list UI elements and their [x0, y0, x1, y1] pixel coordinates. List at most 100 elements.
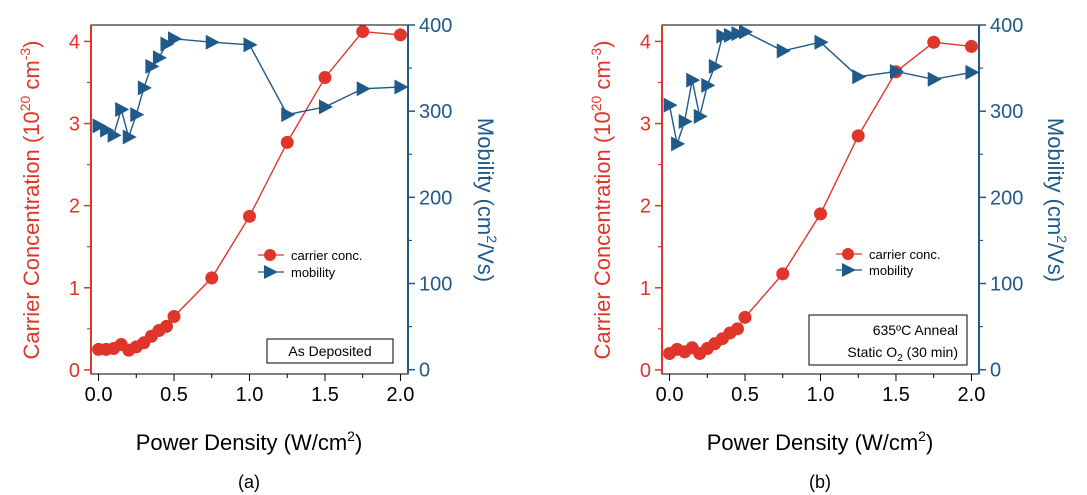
legend-mobility-marker	[842, 263, 856, 277]
legend-carrier-label: carrier conc.	[869, 247, 941, 262]
mobility-point	[701, 77, 716, 93]
right-tick-label: 0	[419, 360, 430, 382]
x-axis-title: Power Density (W/cm2)	[707, 428, 934, 455]
x-tick-label: 1.5	[882, 384, 910, 406]
x-axis-ticks: 0.0 0.5 1.0 1.5 2.0	[85, 374, 415, 406]
carrier-point	[851, 129, 865, 143]
series-layer	[92, 25, 409, 357]
panel-b: 0.0 0.5 1.0 1.5 2.0 0 1 2 3 4 0 100 200 300 400 carr…	[588, 15, 1070, 492]
mobility-point	[152, 50, 167, 66]
mobility-point	[243, 37, 258, 53]
x-axis-title: Power Density (W/cm2)	[136, 428, 363, 455]
carrier-series-line	[669, 41, 972, 355]
right-axis-ticks: 0 100 200 300 400	[979, 15, 1023, 382]
x-tick-label: 2.0	[958, 384, 986, 406]
legend: carrier conc. mobility	[836, 247, 941, 278]
x-tick-label: 0.5	[731, 384, 759, 406]
mobility-point	[356, 81, 371, 97]
left-axis-ticks: 0 1 2 3 4	[69, 31, 91, 382]
left-tick-label: 3	[640, 114, 651, 136]
mobility-point	[115, 101, 130, 117]
mobility-point	[776, 43, 791, 59]
mobility-point	[100, 122, 115, 138]
mobility-point	[318, 99, 333, 115]
legend-carrier-marker	[842, 248, 854, 260]
x-axis-ticks: 0.0 0.5 1.0 1.5 2.0	[656, 374, 986, 406]
carrier-point	[280, 135, 294, 149]
right-axis-ticks: 0 100 200 300 400	[408, 15, 452, 382]
mobility-point	[137, 80, 152, 96]
mobility-point	[168, 31, 183, 47]
mobility-point	[716, 28, 731, 44]
legend-mobility-marker	[264, 265, 278, 279]
mobility-point	[394, 79, 409, 95]
panel-a: 0.0 0.5 1.0 1.5 2.0 0 1 2 3 4 0 100 200 300 400 carr…	[17, 15, 500, 492]
right-tick-label: 400	[419, 15, 452, 37]
mobility-point	[965, 64, 980, 80]
left-tick-label: 4	[640, 31, 651, 53]
left-axis-title: Carrier Concentration (1020 cm-3)	[588, 40, 615, 359]
right-tick-label: 300	[419, 101, 452, 123]
right-tick-label: 400	[990, 15, 1023, 37]
left-tick-label: 1	[69, 278, 80, 300]
mobility-point	[145, 58, 160, 74]
carrier-point	[964, 39, 978, 53]
right-tick-label: 100	[990, 274, 1023, 296]
mobility-point	[693, 108, 708, 124]
mobility-point	[852, 69, 867, 85]
carrier-point	[318, 71, 332, 85]
annotation-text: As Deposited	[288, 343, 371, 359]
right-tick-label: 0	[990, 360, 1001, 382]
mobility-point	[678, 114, 693, 130]
right-axis-title: Mobility (cm2/Vs)	[1043, 118, 1070, 282]
mobility-point	[205, 34, 220, 50]
left-tick-label: 4	[69, 31, 80, 53]
annotation-line-2: Static O2 (30 min)	[847, 344, 958, 364]
mobility-point	[281, 107, 296, 123]
left-tick-label: 0	[640, 360, 651, 382]
carrier-point	[927, 35, 941, 49]
x-tick-label: 1.0	[807, 384, 835, 406]
x-tick-label: 0.5	[160, 384, 188, 406]
left-tick-label: 0	[69, 360, 80, 382]
mobility-point	[671, 136, 686, 152]
mobility-point	[107, 127, 122, 143]
mobility-point	[708, 58, 723, 74]
right-tick-label: 200	[990, 187, 1023, 209]
panel-label: (a)	[238, 472, 260, 492]
mobility-point	[663, 97, 678, 113]
x-tick-label: 0.0	[85, 384, 113, 406]
mobility-point	[686, 72, 701, 88]
right-axis-title: Mobility (cm2/Vs)	[473, 118, 500, 282]
mobility-point	[889, 64, 904, 80]
legend-carrier-label: carrier conc.	[291, 248, 363, 263]
legend: carrier conc. mobility	[258, 248, 363, 280]
mobility-point	[814, 34, 829, 50]
mobility-point	[122, 129, 137, 145]
x-tick-label: 1.0	[236, 384, 264, 406]
carrier-point	[159, 319, 173, 333]
carrier-point	[167, 310, 181, 324]
annotation-box: 635ºC Anneal Static O2 (30 min)	[808, 314, 968, 366]
carrier-series-line	[98, 30, 401, 352]
carrier-point	[776, 267, 790, 281]
plot-frame	[90, 24, 409, 375]
carrier-point	[393, 28, 407, 42]
legend-carrier-marker	[264, 249, 276, 261]
carrier-point	[814, 207, 827, 221]
left-tick-label: 3	[69, 114, 80, 136]
left-tick-label: 2	[69, 196, 80, 218]
left-tick-label: 2	[640, 196, 651, 218]
carrier-point	[738, 310, 752, 324]
mobility-point	[739, 24, 754, 40]
legend-mobility-label: mobility	[869, 263, 914, 278]
x-tick-label: 2.0	[387, 384, 415, 406]
annotation-line-1: 635ºC Anneal	[873, 322, 958, 338]
panel-label: (b)	[809, 472, 831, 492]
left-axis-title: Carrier Concentration (1020 cm-3)	[17, 40, 44, 359]
left-tick-label: 1	[640, 278, 651, 300]
mobility-point	[160, 36, 175, 52]
mobility-point	[927, 71, 942, 87]
x-tick-label: 1.5	[311, 384, 339, 406]
annotation-box: As Deposited	[266, 338, 394, 364]
